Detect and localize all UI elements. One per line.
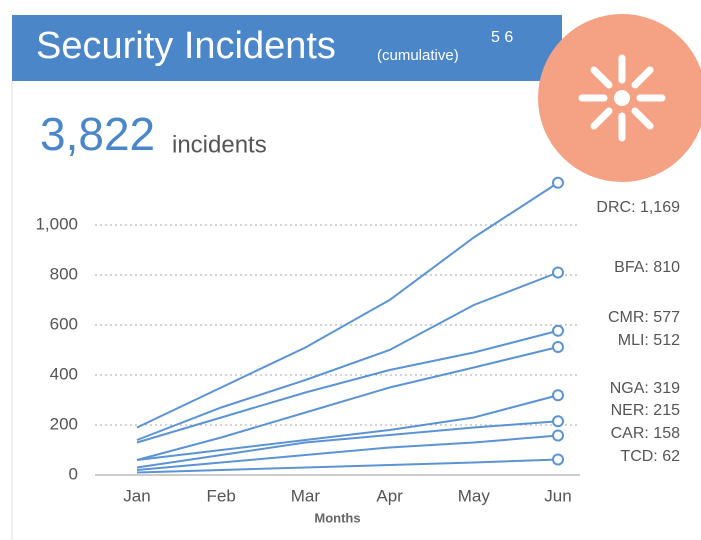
x-tick-label: Jun (544, 486, 571, 505)
value-label: MLI: 512 (618, 332, 680, 349)
y-tick-label: 400 (50, 364, 78, 383)
x-tick-label: Feb (207, 486, 236, 505)
value-label: NGA: 319 (610, 380, 680, 397)
end-marker (552, 389, 564, 402)
y-tick-label: 800 (50, 264, 78, 283)
y-tick-label: 1,000 (35, 214, 78, 233)
title: Security Incidents (36, 25, 336, 67)
y-tick-label: 600 (50, 314, 78, 333)
series-line (136, 329, 559, 444)
y-tick-label: 0 (69, 464, 78, 483)
value-label: CAR: 158 (611, 425, 680, 442)
value-label: DRC: 1,169 (596, 199, 680, 216)
value-label: BFA: 810 (614, 259, 680, 276)
header-bar (12, 15, 562, 81)
end-marker (552, 324, 564, 337)
y-tick-label: 200 (50, 414, 78, 433)
x-tick-label: Apr (376, 486, 403, 505)
series-line (136, 420, 559, 469)
end-marker (552, 266, 564, 279)
value-label: TCD: 62 (620, 448, 680, 465)
logo-dot (614, 90, 630, 106)
end-marker (552, 415, 564, 428)
series-line (136, 181, 559, 429)
end-marker (552, 341, 564, 353)
subtitle: (cumulative) (377, 47, 459, 64)
x-tick-label: Mar (291, 486, 321, 505)
value-label: CMR: 577 (608, 309, 680, 326)
footnotes: 5 6 (491, 29, 513, 46)
value-label: NER: 215 (611, 402, 680, 419)
series-line (136, 458, 559, 474)
end-marker (552, 176, 564, 189)
series-line (136, 271, 559, 441)
total-unit: incidents (172, 131, 267, 158)
series-line (136, 346, 559, 461)
series-line (136, 394, 559, 461)
logo-icon (578, 54, 666, 142)
end-marker (552, 429, 564, 442)
x-axis-label: Months (314, 510, 360, 525)
x-tick-label: May (458, 486, 491, 505)
end-marker (552, 453, 564, 466)
x-tick-label: Jan (123, 486, 150, 505)
total: 3,822 (40, 108, 155, 160)
series-line (136, 434, 559, 471)
